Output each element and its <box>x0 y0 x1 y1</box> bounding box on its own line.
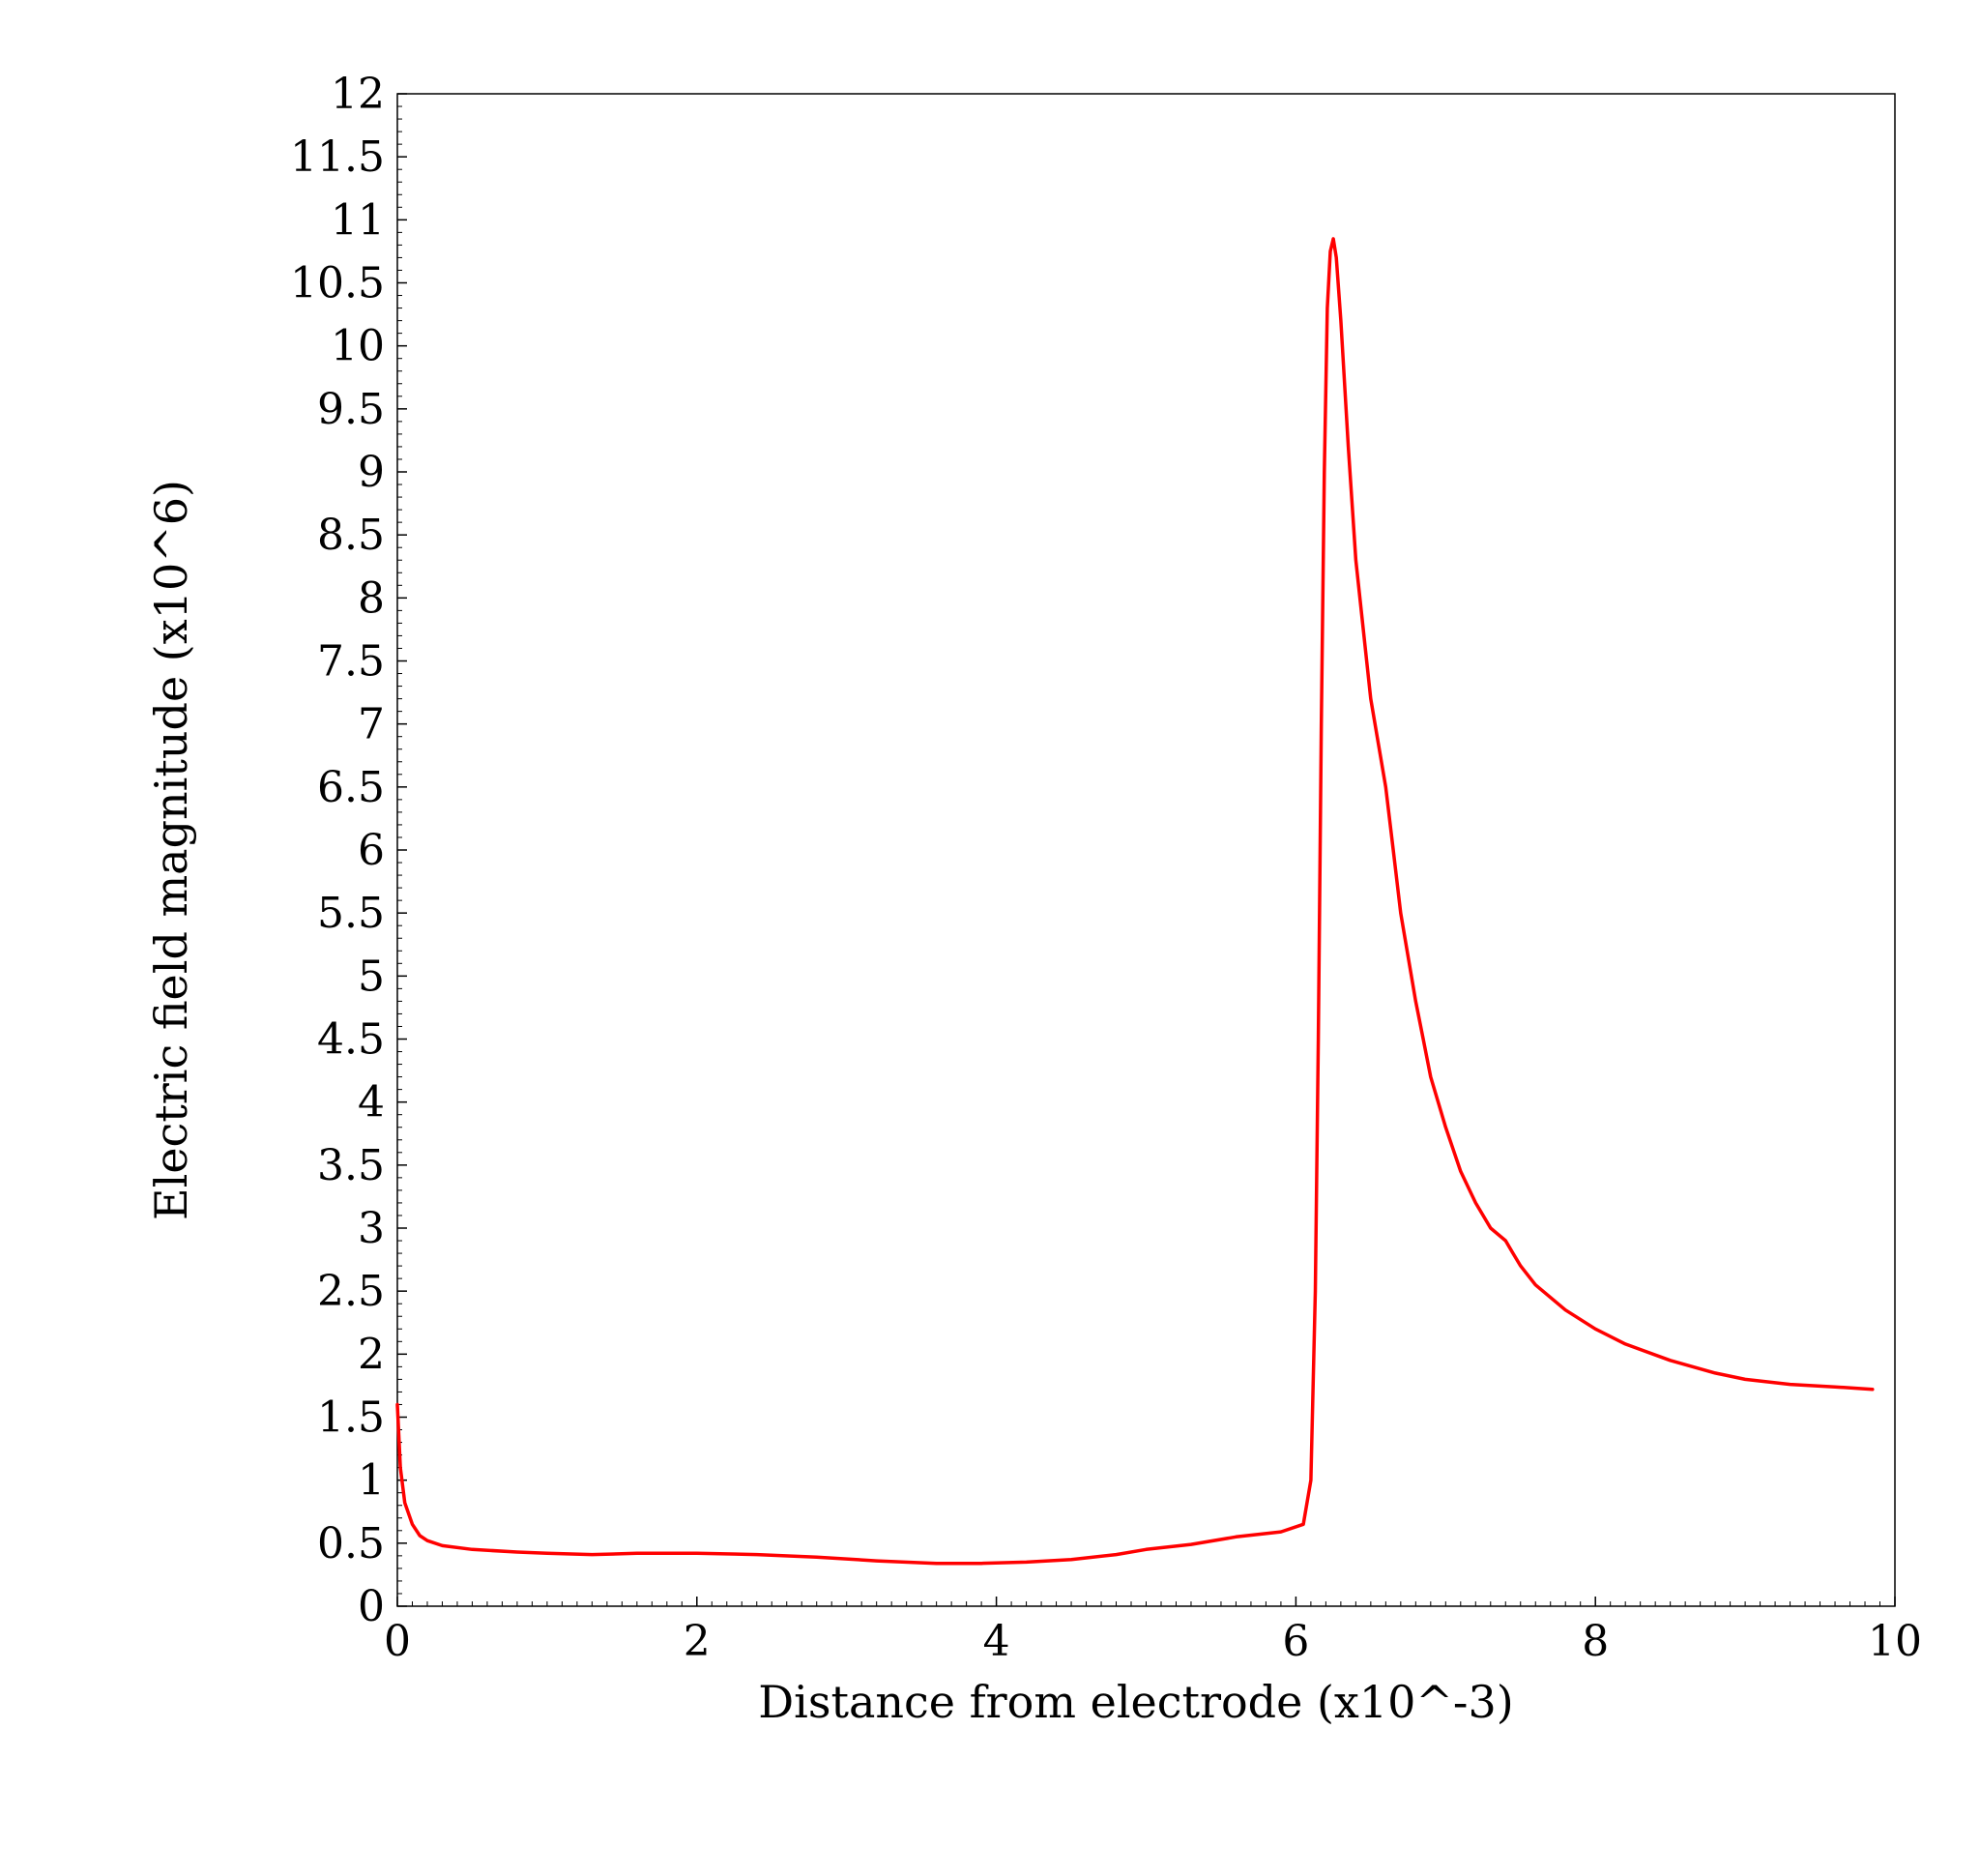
y-tick-label: 6.5 <box>317 763 385 812</box>
x-tick-label: 10 <box>1868 1617 1922 1666</box>
y-tick-label: 12 <box>331 70 385 119</box>
y-tick-label: 1.5 <box>317 1393 385 1443</box>
y-tick-label: 7.5 <box>317 637 385 687</box>
y-tick-label: 4.5 <box>317 1015 385 1065</box>
y-tick-label: 10.5 <box>290 259 385 308</box>
x-tick-label: 0 <box>384 1617 411 1666</box>
x-tick-label: 8 <box>1582 1617 1609 1666</box>
x-axis-title: Distance from electrode (x10^-3) <box>758 1676 1513 1728</box>
y-tick-label: 2 <box>358 1330 385 1379</box>
y-axis-title: Electric field magnitude (x10^6) <box>145 480 197 1220</box>
y-tick-label: 3.5 <box>317 1141 385 1190</box>
major-ticks <box>396 93 1896 1607</box>
y-tick-label: 8 <box>358 573 385 623</box>
x-tick-label: 6 <box>1282 1617 1309 1666</box>
y-tick-label: 4 <box>358 1078 385 1128</box>
plot-frame <box>396 93 1896 1607</box>
y-tick-label: 11.5 <box>290 132 385 182</box>
y-tick-label: 8.5 <box>317 511 385 560</box>
minor-ticks <box>397 105 1881 1606</box>
series-line <box>395 237 1875 1566</box>
x-tick-label: 2 <box>684 1617 711 1666</box>
y-tick-label: 10 <box>331 322 385 371</box>
y-tick-label: 7 <box>358 700 385 749</box>
y-tick-labels: 00.511.522.533.544.555.566.577.588.599.5… <box>290 70 385 1631</box>
y-tick-label: 3 <box>358 1204 385 1253</box>
x-tick-labels: 0 2 4 6 8 10 <box>384 1617 1922 1666</box>
y-tick-label: 11 <box>331 195 385 245</box>
y-tick-label: 9 <box>358 448 385 497</box>
y-tick-label: 5.5 <box>317 889 385 938</box>
y-tick-label: 6 <box>358 826 385 875</box>
y-tick-label: 5 <box>358 952 385 1001</box>
x-tick-label: 4 <box>983 1617 1010 1666</box>
y-tick-label: 9.5 <box>317 385 385 434</box>
y-tick-label: 1 <box>358 1456 385 1506</box>
y-tick-label: 0 <box>358 1582 385 1631</box>
y-tick-label: 0.5 <box>317 1519 385 1568</box>
y-tick-label: 2.5 <box>317 1267 385 1316</box>
